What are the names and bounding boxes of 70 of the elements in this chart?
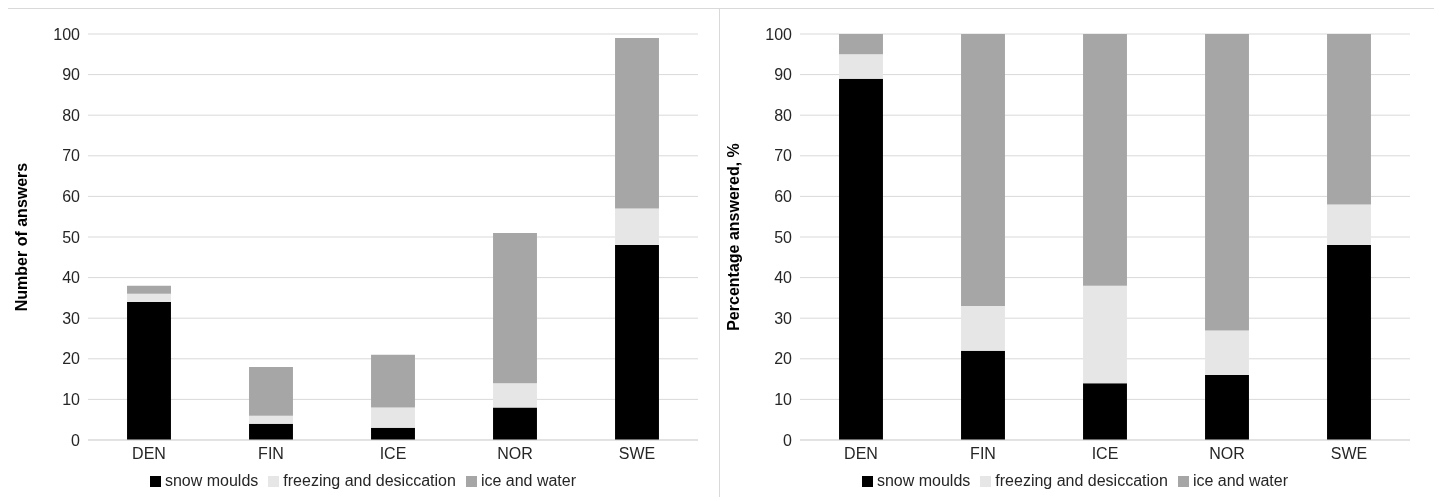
bar xyxy=(493,383,537,408)
y-tick-label: 10 xyxy=(774,391,793,409)
y-tick-label: 100 xyxy=(765,25,793,43)
bar xyxy=(127,301,171,440)
bar xyxy=(1083,383,1127,440)
bar xyxy=(493,232,537,384)
bar xyxy=(249,415,293,424)
legend-label: snow moulds xyxy=(164,472,259,489)
bar xyxy=(1083,34,1127,286)
y-tick-label: 30 xyxy=(62,309,81,327)
bar xyxy=(371,427,415,440)
legend-label: freezing and desiccation xyxy=(995,472,1168,489)
y-tick-label: 60 xyxy=(62,188,81,206)
bar xyxy=(1205,375,1249,440)
bar xyxy=(249,366,293,416)
x-tick-label: SWE xyxy=(1330,445,1368,463)
bar xyxy=(961,34,1005,307)
x-tick-label: NOR xyxy=(1209,445,1245,463)
x-tick-label: DEN xyxy=(844,445,878,463)
y-tick-label: 20 xyxy=(62,350,81,368)
bar xyxy=(615,38,659,209)
bar xyxy=(961,350,1005,440)
bar xyxy=(371,407,415,428)
bar xyxy=(839,34,883,55)
y-tick-label: 40 xyxy=(62,269,81,287)
legend-label: ice and water xyxy=(1192,472,1289,489)
bar xyxy=(1205,34,1249,331)
y-tick-label: 50 xyxy=(774,228,793,246)
bar xyxy=(127,285,171,294)
y-tick-label: 90 xyxy=(62,66,81,84)
y-tick-label: 80 xyxy=(62,106,81,124)
x-tick-label: FIN xyxy=(970,445,996,463)
y-tick-label: 30 xyxy=(774,309,793,327)
y-tick-label: 0 xyxy=(783,431,793,449)
y-tick-label: 20 xyxy=(774,350,793,368)
bar xyxy=(249,423,293,440)
bar xyxy=(1083,285,1127,384)
y-tick-label: 80 xyxy=(774,106,793,124)
bar xyxy=(1327,245,1371,440)
bar xyxy=(127,293,171,302)
y-tick-label: 60 xyxy=(774,188,793,206)
bar xyxy=(615,245,659,440)
bar xyxy=(371,354,415,408)
y-tick-label: 90 xyxy=(774,66,793,84)
x-tick-label: ICE xyxy=(379,445,407,463)
legend-label: snow moulds xyxy=(876,472,971,489)
y-tick-label: 70 xyxy=(774,147,793,165)
y-axis-title: Percentage answered, % xyxy=(724,143,742,331)
y-tick-label: 10 xyxy=(62,391,81,409)
bar xyxy=(493,407,537,440)
y-tick-label: 0 xyxy=(71,431,81,449)
bar xyxy=(615,208,659,246)
y-tick-label: 70 xyxy=(62,147,81,165)
y-axis-title: Number of answers xyxy=(12,162,30,312)
y-tick-label: 100 xyxy=(53,25,81,43)
bar xyxy=(1327,204,1371,246)
x-tick-label: FIN xyxy=(258,445,284,463)
x-tick-label: SWE xyxy=(618,445,656,463)
bar xyxy=(1327,34,1371,205)
bar xyxy=(961,306,1005,351)
legend-label: freezing and desiccation xyxy=(283,472,456,489)
x-tick-label: ICE xyxy=(1091,445,1119,463)
bar xyxy=(1205,330,1249,376)
x-tick-label: NOR xyxy=(497,445,533,463)
bar xyxy=(839,54,883,79)
legend-label: ice and water xyxy=(480,472,577,489)
x-tick-label: DEN xyxy=(132,445,166,463)
y-tick-label: 40 xyxy=(774,269,793,287)
y-tick-label: 50 xyxy=(62,228,81,246)
bar xyxy=(839,78,883,440)
